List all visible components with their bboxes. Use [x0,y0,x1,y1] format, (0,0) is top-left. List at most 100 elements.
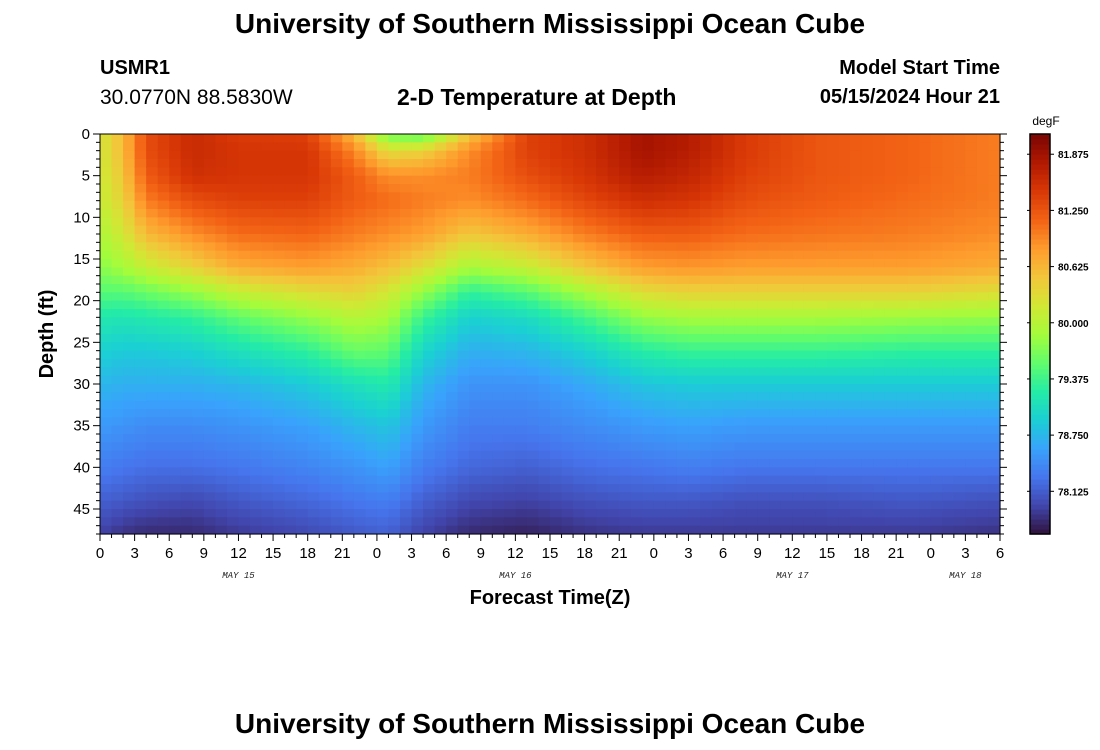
heatmap-cell [434,167,447,177]
heatmap-cell [250,484,263,493]
heatmap-cell [515,292,528,302]
heatmap-cell [296,292,309,302]
heatmap-cell [203,350,216,360]
heatmap-cell [400,350,413,360]
heatmap-cell [388,167,401,177]
heatmap-cell [526,184,540,193]
heatmap-cell [480,517,493,527]
heatmap-cell [376,175,390,185]
heatmap-cell [434,400,447,410]
heatmap-cell [480,384,493,393]
heatmap-cell [319,284,332,293]
heatmap-cell [976,384,990,393]
heatmap-cell [203,300,216,310]
heatmap-cell [434,275,447,285]
heatmap-cell [376,525,390,535]
heatmap-cell [296,384,309,393]
heatmap-cell [584,292,597,302]
heatmap-cell [423,525,436,535]
heatmap-cell [711,467,724,477]
heatmap-cell [838,492,851,502]
heatmap-cell [965,434,978,443]
heatmap-cell [826,342,840,352]
heatmap-cell [780,267,793,277]
heatmap-cell [561,200,574,210]
heatmap-cell [907,384,920,393]
heatmap-cell [907,217,920,227]
heatmap-cell [423,134,436,143]
heatmap-cell [319,442,332,452]
heatmap-cell [803,434,816,443]
heatmap-cell [250,134,263,143]
heatmap-cell [157,134,170,143]
heatmap-cell [653,334,666,343]
heatmap-cell [284,467,297,477]
heatmap-cell [930,259,943,268]
heatmap-cell [365,392,378,402]
heatmap-cell [607,142,620,152]
heatmap-cell [203,400,216,410]
heatmap-cell [596,459,609,468]
heatmap-cell [757,484,770,493]
heatmap-cell [492,484,505,493]
heatmap-cell [873,259,886,268]
heatmap-cell [123,450,136,460]
heatmap-cell [676,225,690,235]
heatmap-cell [169,167,182,177]
heatmap-cell [492,367,505,377]
heatmap-cell [400,200,413,210]
heatmap-cell [411,450,424,460]
heatmap-cell [838,459,851,468]
heatmap-cell [100,175,113,185]
heatmap-cell [480,209,493,218]
heatmap-cell [642,184,655,193]
heatmap-cell [734,217,747,227]
heatmap-cell [307,275,320,285]
heatmap-cell [192,450,205,460]
heatmap-cell [757,300,770,310]
heatmap-cell [573,175,586,185]
heatmap-cell [965,442,978,452]
heatmap-cell [584,509,597,518]
heatmap-cell [746,259,759,268]
heatmap-cell [815,284,828,293]
heatmap-cell [630,217,643,227]
heatmap-cell [342,284,355,293]
heatmap-cell [619,167,632,177]
heatmap-cell [423,184,436,193]
heatmap-cell [630,159,643,168]
heatmap-cell [988,142,1001,152]
heatmap-cell [942,517,955,527]
heatmap-cell [976,409,990,418]
colorbar-segment [1030,449,1050,455]
heatmap-cell [780,275,793,285]
heatmap-cell [803,217,816,227]
heatmap-cell [861,167,874,177]
heatmap-cell [111,417,124,427]
heatmap-cell [342,192,355,202]
heatmap-cell [111,192,124,202]
heatmap-cell [457,217,470,227]
heatmap-cell [169,134,182,143]
heatmap-cell [896,442,909,452]
heatmap-cell [342,425,355,435]
heatmap-cell [261,367,274,377]
heatmap-cell [919,334,932,343]
heatmap-cell [261,450,274,460]
heatmap-cell [169,225,182,235]
heatmap-cell [538,350,551,360]
heatmap-cell [146,184,159,193]
heatmap-cell [769,275,782,285]
heatmap-cell [930,209,943,218]
heatmap-cell [734,150,747,160]
heatmap-cell [457,225,470,235]
heatmap-cell [203,492,216,502]
heatmap-cell [492,517,505,527]
heatmap-cell [296,334,309,343]
heatmap-cell [330,275,343,285]
heatmap-cell [584,225,597,235]
x-tick-label: 12 [784,545,801,562]
heatmap-cell [815,467,828,477]
heatmap-cell [665,400,678,410]
heatmap-cell [146,342,159,352]
